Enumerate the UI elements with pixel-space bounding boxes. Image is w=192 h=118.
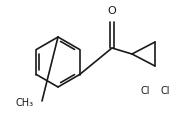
- Text: O: O: [108, 6, 116, 16]
- Text: Cl: Cl: [140, 86, 150, 96]
- Text: Cl: Cl: [160, 86, 170, 96]
- Text: CH₃: CH₃: [16, 98, 34, 108]
